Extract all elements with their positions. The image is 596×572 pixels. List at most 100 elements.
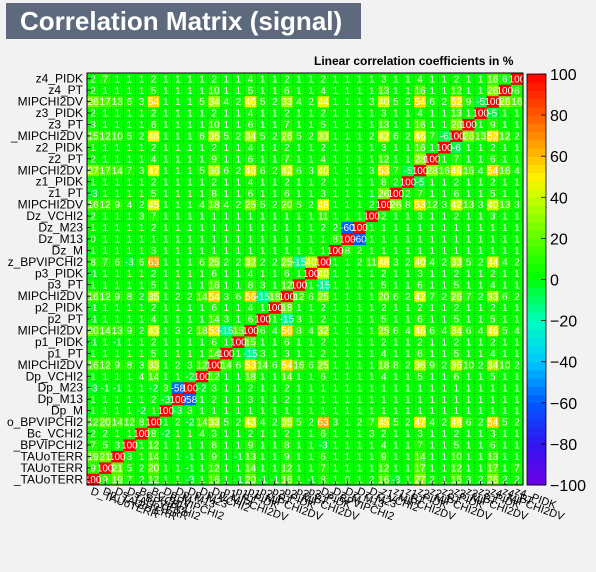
cell-value-label: 1 (332, 189, 338, 200)
cell-value-label: 1 (236, 223, 242, 234)
heatmap-cell (486, 347, 500, 360)
cell-value-label: 1 (199, 338, 205, 349)
cell-value-label: 1 (332, 452, 338, 463)
cell-value-label: 1 (187, 166, 193, 177)
heatmap-cell (462, 359, 475, 371)
heatmap-cell (183, 267, 197, 280)
cell-value-label: 1 (163, 326, 169, 337)
cell-value-label: 1 (478, 429, 484, 440)
cell-value-label: 1 (345, 200, 351, 211)
heatmap-cell (123, 336, 136, 348)
cell-value-label: 1 (163, 269, 169, 280)
heatmap-cell (196, 416, 209, 429)
heatmap-cell (486, 439, 500, 451)
cell-value-label: 1 (345, 154, 351, 165)
cell-value-label: 1 (187, 269, 193, 280)
heatmap-cell (401, 313, 415, 326)
cell-value-label: 34 (451, 326, 463, 337)
cell-value-label: 1 (357, 200, 363, 211)
heatmap-cell (305, 118, 318, 131)
heatmap-cell (438, 336, 451, 348)
cell-value-label: 1 (405, 74, 411, 85)
heatmap-cell (292, 176, 306, 188)
heatmap-cell (414, 233, 427, 245)
heatmap-cell (377, 244, 391, 257)
cell-value-label: 16 (378, 475, 390, 486)
heatmap-cell (389, 187, 403, 200)
heatmap-cell (111, 359, 124, 371)
cell-value-label: 5 (490, 372, 496, 383)
heatmap-cell (401, 347, 415, 360)
cell-value-label: 5 (151, 86, 157, 97)
cell-value-label: 3 (187, 406, 193, 417)
cell-value-label: 3 (369, 97, 375, 108)
cell-value-label: 1 (502, 177, 508, 188)
heatmap-cell (268, 141, 282, 154)
heatmap-cell (462, 439, 475, 451)
heatmap-cell (305, 450, 318, 463)
cell-value-label: 1 (296, 74, 302, 85)
heatmap-cell (244, 427, 257, 440)
cell-value-label: 5 (490, 189, 496, 200)
heatmap-cell (87, 347, 100, 360)
heatmap-cell (450, 233, 463, 245)
y-axis-tick-label: _TAUoTERR (13, 472, 83, 486)
cell-value-label: 2 (320, 315, 326, 326)
cell-value-label: 35 (281, 418, 293, 429)
cell-value-label: 5 (296, 418, 302, 429)
cell-value-label: 4 (199, 429, 205, 440)
heatmap-cell (329, 382, 342, 394)
heatmap-cell (171, 84, 185, 97)
cell-value-label: 1 (466, 315, 472, 326)
heatmap-cell (232, 462, 245, 474)
cell-value-label: 45 (378, 418, 390, 429)
cell-value-label: 1 (357, 74, 363, 85)
cell-value-label: 1 (393, 441, 399, 452)
heatmap-cell (462, 393, 475, 406)
cell-value-label: 6 (417, 315, 423, 326)
cell-value-label: 54 (414, 97, 426, 108)
heatmap-cell (111, 130, 124, 142)
heatmap-cell (292, 210, 306, 223)
heatmap-cell (87, 359, 100, 371)
heatmap-cell (365, 290, 378, 303)
cell-value-label: 1 (175, 441, 181, 452)
heatmap-cell (414, 198, 427, 211)
cell-value-label: 1 (441, 212, 447, 223)
heatmap-cell (426, 210, 439, 223)
cell-value-label: 1 (308, 372, 314, 383)
cell-value-label: 1 (466, 212, 472, 223)
heatmap-cell (414, 210, 427, 223)
heatmap-cell (401, 130, 415, 142)
cell-value-label: 14 (148, 372, 160, 383)
heatmap-cell (159, 73, 173, 85)
cell-value-label: 1 (502, 143, 508, 154)
cell-value-label: 2 (405, 418, 411, 429)
heatmap-cell (256, 233, 269, 245)
heatmap-cell (280, 118, 294, 131)
cell-value-label: 1 (502, 338, 508, 349)
heatmap-cell (244, 347, 257, 360)
heatmap-cell (196, 347, 209, 360)
heatmap-cell (450, 347, 463, 360)
heatmap-cell (365, 256, 378, 268)
cell-value-label: 1 (405, 429, 411, 440)
heatmap-cell (510, 427, 524, 440)
cell-value-label: 1 (223, 86, 229, 97)
heatmap-cell (510, 153, 524, 165)
cell-value-label: 2 (284, 177, 290, 188)
cell-value-label: 14 (100, 326, 112, 337)
cell-value-label: 7 (417, 189, 423, 200)
heatmap-cell (244, 84, 257, 97)
heatmap-cell (196, 221, 209, 234)
cell-value-label: 3 (478, 200, 484, 211)
heatmap-cell (414, 244, 427, 257)
heatmap-cell (498, 404, 512, 417)
cell-value-label: 5 (260, 97, 266, 108)
heatmap-cell (147, 221, 160, 234)
heatmap-cell (147, 164, 160, 177)
heatmap-cell (159, 450, 173, 463)
cell-value-label: -6 (452, 143, 461, 154)
cell-value-label: 1 (405, 372, 411, 383)
heatmap-cell (426, 359, 439, 371)
